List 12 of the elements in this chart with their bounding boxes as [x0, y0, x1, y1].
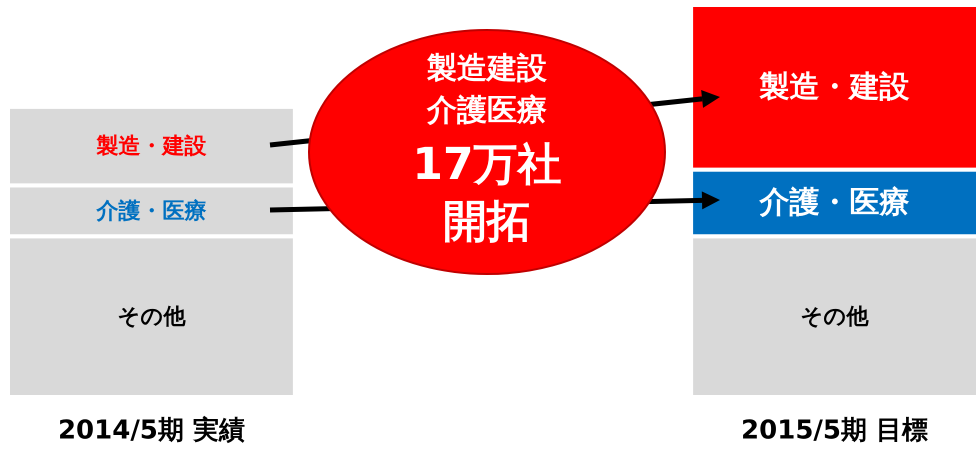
series-label: 製造・建設: [95, 134, 208, 160]
text: 製造・建設: [760, 69, 910, 104]
annotation: 製造建設: [426, 51, 547, 86]
x-tick-label: 2014/5期 実績: [58, 416, 245, 446]
series-label: 介護・医療: [95, 198, 206, 224]
annotation: 開拓: [443, 196, 531, 248]
series-label: その他: [117, 304, 186, 330]
text: その他: [800, 304, 869, 330]
x-tick-label: 2015/5期 目標: [741, 416, 928, 446]
annotation: 介護医療: [426, 93, 547, 128]
text: 介護・医療: [760, 184, 910, 220]
annotation: 17万社: [412, 139, 562, 190]
